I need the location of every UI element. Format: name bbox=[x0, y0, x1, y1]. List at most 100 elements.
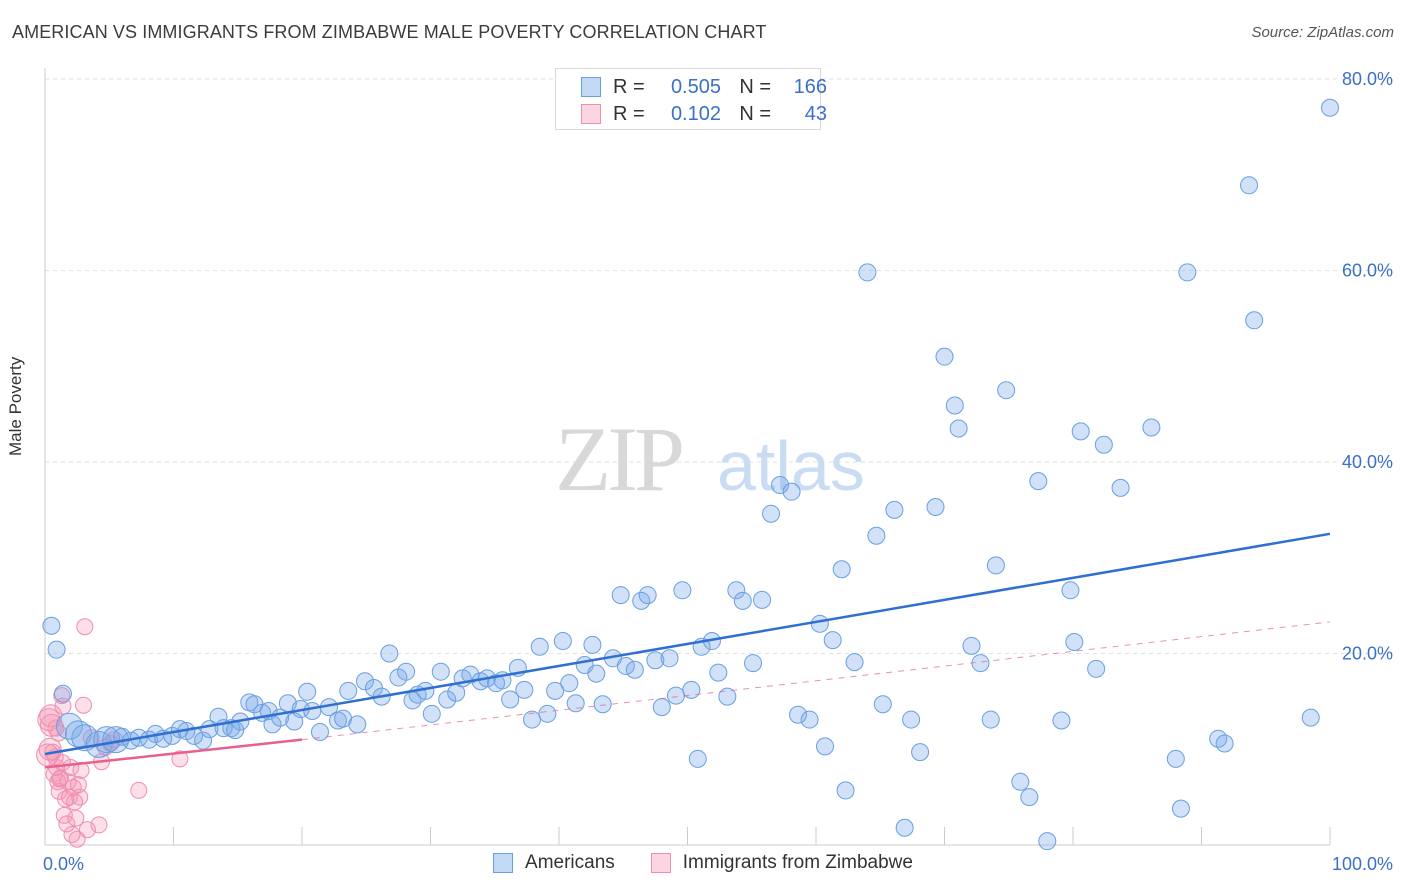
americans-point bbox=[1215, 734, 1234, 753]
americans-point bbox=[560, 674, 579, 693]
legend-r-label: R = bbox=[613, 75, 645, 98]
americans-point bbox=[646, 651, 665, 670]
americans-point bbox=[815, 737, 834, 756]
americans-point bbox=[546, 681, 565, 700]
americans-points bbox=[42, 98, 1339, 851]
americans-point bbox=[1029, 472, 1048, 491]
legend-n-label: N = bbox=[739, 102, 771, 125]
legend-item-zimbabwe: Immigrants from Zimbabwe bbox=[650, 852, 913, 874]
americans-point bbox=[1094, 435, 1113, 454]
americans-point bbox=[587, 664, 606, 683]
legend-n-value: 43 bbox=[804, 102, 827, 125]
americans-point bbox=[461, 665, 480, 684]
legend-item-americans: Americans bbox=[493, 852, 615, 874]
legend-r-label: R = bbox=[613, 102, 645, 125]
americans-swatch bbox=[581, 77, 601, 97]
legend-row-zimbabwe: R = 0.102 N = 43 bbox=[556, 101, 827, 127]
americans-trend-line bbox=[44, 532, 1331, 756]
americans-point bbox=[688, 749, 707, 768]
americans-point bbox=[733, 591, 752, 610]
zimbabwe-point bbox=[75, 696, 93, 714]
zimbabwe-point bbox=[38, 737, 62, 761]
americans-point bbox=[1061, 581, 1080, 600]
zimbabwe-point bbox=[90, 816, 108, 834]
americans-point bbox=[1020, 788, 1039, 807]
axes bbox=[44, 68, 1331, 846]
americans-point bbox=[515, 680, 534, 699]
zimbabwe-point bbox=[64, 779, 82, 797]
zimbabwe-point bbox=[71, 788, 89, 806]
americans-point bbox=[339, 681, 358, 700]
americans-point bbox=[885, 500, 904, 519]
americans-point bbox=[42, 616, 61, 635]
legend-row-americans: R = 0.505 N = 166 bbox=[556, 74, 827, 100]
zimbabwe-point bbox=[171, 750, 189, 768]
americans-point bbox=[538, 704, 557, 723]
watermark-atlas: atlas bbox=[717, 427, 865, 505]
americans-point bbox=[1087, 659, 1106, 678]
americans-point bbox=[753, 590, 772, 609]
legend-label-americans: Americans bbox=[525, 852, 615, 873]
americans-point bbox=[93, 726, 121, 754]
zimbabwe-point bbox=[66, 793, 84, 811]
zimbabwe-point bbox=[47, 719, 65, 737]
legend-label-zimbabwe: Immigrants from Zimbabwe bbox=[682, 852, 913, 873]
zimbabwe-point bbox=[76, 618, 94, 636]
americans-point bbox=[1071, 422, 1090, 441]
americans-point bbox=[1171, 799, 1190, 818]
zimbabwe-point bbox=[130, 781, 148, 799]
americans-point bbox=[873, 695, 892, 714]
americans-point bbox=[616, 656, 635, 675]
correlation-legend: R = 0.505 N = 166 R = 0.102 N = 43 bbox=[555, 68, 827, 130]
zimbabwe-point bbox=[51, 770, 69, 788]
americans-point bbox=[926, 498, 945, 517]
trend-lines bbox=[44, 532, 1331, 769]
americans-point bbox=[71, 724, 99, 752]
chart-title: AMERICAN VS IMMIGRANTS FROM ZIMBABWE MAL… bbox=[12, 22, 767, 42]
americans-point bbox=[845, 653, 864, 672]
americans-point bbox=[611, 586, 630, 605]
americans-point bbox=[397, 662, 416, 681]
americans-point bbox=[530, 637, 549, 656]
americans-point bbox=[1065, 633, 1084, 652]
americans-point bbox=[431, 662, 450, 681]
americans-point bbox=[652, 698, 671, 717]
americans-point bbox=[348, 715, 367, 734]
zimbabwe-point bbox=[69, 776, 87, 794]
americans-point bbox=[962, 636, 981, 655]
zimbabwe-point bbox=[58, 815, 76, 833]
americans-point bbox=[709, 663, 728, 682]
americans-point bbox=[1240, 176, 1259, 195]
y-tick-label: 40.0% bbox=[1342, 452, 1393, 472]
americans-point bbox=[1166, 749, 1185, 768]
americans-point bbox=[625, 660, 644, 679]
americans-point bbox=[638, 586, 657, 605]
y-tick-label: 80.0% bbox=[1342, 69, 1393, 89]
americans-point bbox=[422, 704, 441, 723]
americans-point bbox=[800, 710, 819, 729]
americans-point bbox=[1052, 711, 1071, 730]
americans-point bbox=[53, 684, 72, 703]
americans-point bbox=[836, 781, 855, 800]
y-tick-label: 20.0% bbox=[1342, 644, 1393, 664]
americans-point bbox=[945, 396, 964, 415]
americans-point bbox=[47, 640, 66, 659]
zimbabwe-point bbox=[60, 788, 78, 806]
americans-point bbox=[823, 631, 842, 650]
americans-point bbox=[666, 686, 685, 705]
legend-r-value: 0.505 bbox=[670, 75, 721, 98]
americans-point bbox=[949, 419, 968, 438]
americans-point bbox=[1011, 772, 1030, 791]
americans-point bbox=[789, 705, 808, 724]
americans-point bbox=[438, 690, 457, 709]
y-tick-label: 60.0% bbox=[1342, 261, 1393, 281]
americans-point bbox=[1178, 263, 1197, 282]
americans-point bbox=[1142, 418, 1161, 437]
americans-point bbox=[355, 672, 374, 691]
americans-point bbox=[55, 712, 83, 740]
americans-point bbox=[782, 482, 801, 501]
x-tick-label-min: 0.0% bbox=[43, 854, 84, 874]
americans-point bbox=[380, 644, 399, 663]
americans-point bbox=[895, 818, 914, 837]
americans-point bbox=[858, 263, 877, 282]
